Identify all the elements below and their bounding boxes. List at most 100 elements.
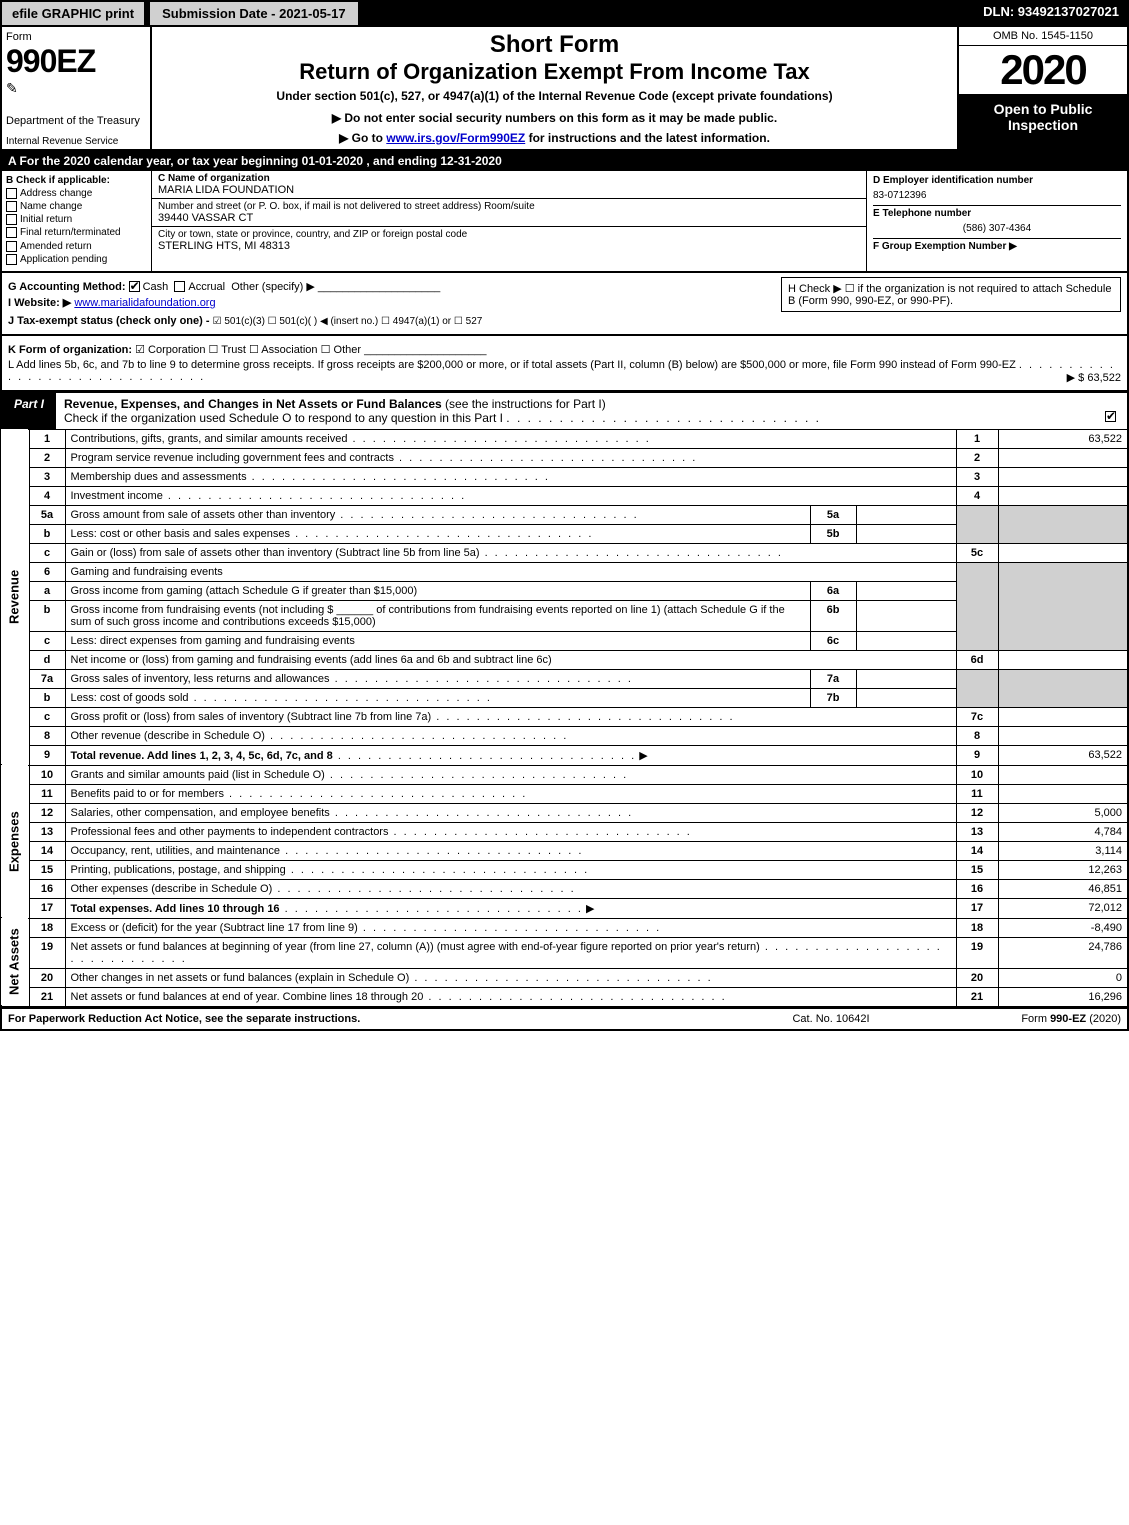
efile-top-bar: efile GRAPHIC print Submission Date - 20…: [0, 0, 1129, 27]
line-ref: 18: [956, 918, 998, 937]
check-address-change[interactable]: Address change: [6, 188, 147, 199]
line-ref: 19: [956, 937, 998, 968]
line-num: 2: [29, 448, 65, 467]
check-amended-return[interactable]: Amended return: [6, 241, 147, 252]
table-row: 15 Printing, publications, postage, and …: [1, 860, 1128, 879]
schedule-o-checkbox[interactable]: [1105, 411, 1116, 422]
table-row: 13 Professional fees and other payments …: [1, 822, 1128, 841]
subline-value: [856, 600, 956, 631]
line-num: 12: [29, 803, 65, 822]
part-i-title: Revenue, Expenses, and Changes in Net As…: [56, 393, 1127, 429]
line-amount: -8,490: [998, 918, 1128, 937]
irs-instructions-link[interactable]: www.irs.gov/Form990EZ: [386, 131, 525, 145]
table-row: Revenue 1 Contributions, gifts, grants, …: [1, 429, 1128, 448]
irs-label: Internal Revenue Service: [6, 136, 118, 147]
line-num: b: [29, 688, 65, 707]
line-ref: 21: [956, 987, 998, 1006]
g-accrual-checkbox[interactable]: [174, 281, 185, 292]
line-num: 1: [29, 429, 65, 448]
page-footer: For Paperwork Reduction Act Notice, see …: [0, 1007, 1129, 1031]
line-ref: 20: [956, 968, 998, 987]
line-num: 14: [29, 841, 65, 860]
line-ref: 12: [956, 803, 998, 822]
grey-cell: [998, 505, 1128, 543]
submission-date-label: Submission Date - 2021-05-17: [148, 0, 360, 27]
line-ref: 9: [956, 745, 998, 765]
g-cash-label: Cash: [143, 281, 169, 293]
subline-label: 5a: [810, 505, 856, 524]
line-ref: 16: [956, 879, 998, 898]
dln-label: DLN: 93492137027021: [973, 0, 1129, 27]
line-num: 20: [29, 968, 65, 987]
e-phone-value: (586) 307-4364: [873, 223, 1121, 234]
c-name-label: C Name of organization: [158, 173, 860, 184]
line-num: 11: [29, 784, 65, 803]
grey-cell: [956, 669, 998, 707]
line-desc: Gross income from gaming (attach Schedul…: [71, 585, 418, 597]
line-num: 13: [29, 822, 65, 841]
i-label: I Website: ▶: [8, 297, 71, 309]
table-row: 17 Total expenses. Add lines 10 through …: [1, 898, 1128, 918]
line-ref: 4: [956, 486, 998, 505]
tax-year: 2020: [959, 46, 1127, 95]
line-amount: [998, 543, 1128, 562]
org-city-state-zip: STERLING HTS, MI 48313: [158, 240, 860, 252]
entity-info-block: B Check if applicable: Address change Na…: [0, 171, 1129, 273]
check-initial-return[interactable]: Initial return: [6, 214, 147, 225]
table-row: 14 Occupancy, rent, utilities, and maint…: [1, 841, 1128, 860]
line-amount: [998, 650, 1128, 669]
omb-number: OMB No. 1545-1150: [959, 27, 1127, 46]
g-cash-checkbox[interactable]: [129, 281, 140, 292]
table-row: 3 Membership dues and assessments 3: [1, 467, 1128, 486]
line-num: a: [29, 581, 65, 600]
accounting-website-block: H Check ▶ ☐ if the organization is not r…: [0, 273, 1129, 336]
subline-value: [856, 631, 956, 650]
line-amount: [998, 765, 1128, 784]
check-name-change[interactable]: Name change: [6, 201, 147, 212]
line-num: 5a: [29, 505, 65, 524]
line-num: 10: [29, 765, 65, 784]
line-num: b: [29, 524, 65, 543]
line-amount: [998, 486, 1128, 505]
line-amount: 0: [998, 968, 1128, 987]
line-amount: [998, 448, 1128, 467]
c-city-label: City or town, state or province, country…: [158, 229, 860, 240]
paperwork-notice: For Paperwork Reduction Act Notice, see …: [8, 1013, 741, 1025]
table-row: 20 Other changes in net assets or fund b…: [1, 968, 1128, 987]
line-ref: 15: [956, 860, 998, 879]
line-num: 19: [29, 937, 65, 968]
sub3-suffix: for instructions and the latest informat…: [525, 131, 770, 145]
line-desc: Gross profit or (loss) from sales of inv…: [71, 711, 432, 723]
table-row: c Gross profit or (loss) from sales of i…: [1, 707, 1128, 726]
line-desc: Gain or (loss) from sale of assets other…: [71, 547, 480, 559]
table-row: 16 Other expenses (describe in Schedule …: [1, 879, 1128, 898]
line-num: 21: [29, 987, 65, 1006]
table-row: 5a Gross amount from sale of assets othe…: [1, 505, 1128, 524]
website-link[interactable]: www.marialidafoundation.org: [74, 297, 215, 309]
ssn-warning: ▶ Do not enter social security numbers o…: [158, 111, 951, 125]
line-ref: 11: [956, 784, 998, 803]
e-phone-label: E Telephone number: [873, 208, 971, 219]
tax-period-strip: A For the 2020 calendar year, or tax yea…: [0, 151, 1129, 171]
part-i-header: Part I Revenue, Expenses, and Changes in…: [0, 392, 1129, 429]
table-row: 19 Net assets or fund balances at beginn…: [1, 937, 1128, 968]
subline-label: 7b: [810, 688, 856, 707]
j-tax-exempt-row: J Tax-exempt status (check only one) - ☑…: [8, 315, 1121, 327]
check-final-return[interactable]: Final return/terminated: [6, 227, 147, 238]
k-l-block: K Form of organization: ☑ Corporation ☐ …: [0, 336, 1129, 392]
check-application-pending[interactable]: Application pending: [6, 254, 147, 265]
form-word: Form: [6, 31, 32, 43]
net-assets-side-label: Net Assets: [1, 918, 29, 1006]
l-amount: ▶ $ 63,522: [1067, 371, 1121, 384]
part-i-check-line: Check if the organization used Schedule …: [64, 411, 503, 425]
k-options: ☑ Corporation ☐ Trust ☐ Association ☐ Ot…: [135, 344, 361, 356]
efile-graphic-print-button[interactable]: efile GRAPHIC print: [0, 0, 146, 27]
line-num: 17: [29, 898, 65, 918]
line-desc: Net assets or fund balances at beginning…: [71, 941, 760, 953]
cat-number: Cat. No. 10642I: [741, 1013, 921, 1025]
line-ref: 2: [956, 448, 998, 467]
line-desc: Grants and similar amounts paid (list in…: [71, 769, 325, 781]
line-num: 6: [29, 562, 65, 581]
subline-label: 5b: [810, 524, 856, 543]
line-amount: 63,522: [998, 429, 1128, 448]
